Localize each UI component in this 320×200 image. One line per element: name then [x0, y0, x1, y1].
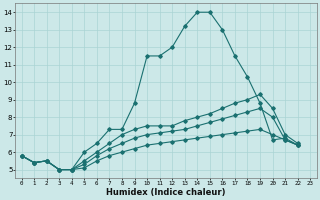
X-axis label: Humidex (Indice chaleur): Humidex (Indice chaleur) [106, 188, 226, 197]
